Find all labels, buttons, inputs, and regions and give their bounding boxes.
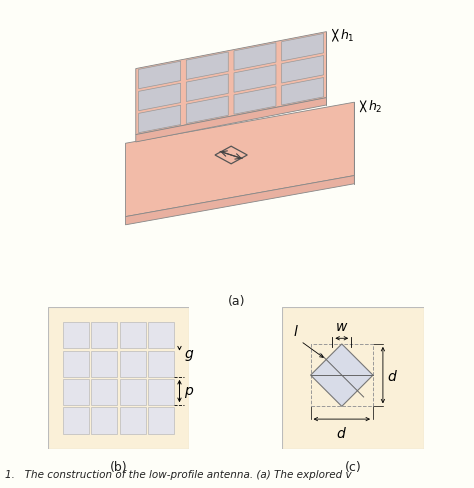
Bar	[148, 407, 174, 434]
Polygon shape	[310, 344, 373, 407]
Text: 1.   The construction of the low-profile antenna. (a) The explored v: 1. The construction of the low-profile a…	[5, 469, 351, 479]
Polygon shape	[136, 99, 327, 142]
Polygon shape	[126, 103, 355, 217]
Polygon shape	[282, 79, 324, 106]
Bar	[63, 379, 89, 406]
Polygon shape	[138, 106, 181, 133]
Polygon shape	[136, 33, 327, 135]
Text: (c): (c)	[345, 460, 362, 473]
Text: $g$: $g$	[184, 347, 194, 362]
Polygon shape	[234, 65, 276, 93]
Bar	[310, 344, 373, 407]
Text: $d$: $d$	[387, 368, 398, 383]
Text: $h_1$: $h_1$	[340, 28, 355, 44]
Polygon shape	[234, 43, 276, 71]
Text: $l$: $l$	[293, 324, 299, 339]
Bar	[148, 351, 174, 377]
Bar	[119, 351, 146, 377]
Polygon shape	[138, 62, 181, 89]
Text: $w$: $w$	[335, 320, 348, 334]
Text: $d$: $d$	[337, 425, 347, 440]
Polygon shape	[215, 147, 247, 164]
Bar	[119, 407, 146, 434]
Bar	[91, 351, 118, 377]
Text: (a): (a)	[228, 294, 246, 307]
Polygon shape	[234, 87, 276, 115]
Bar	[63, 323, 89, 349]
Bar	[119, 323, 146, 349]
Text: $h_2$: $h_2$	[367, 99, 382, 115]
Bar	[63, 407, 89, 434]
Bar	[148, 323, 174, 349]
Polygon shape	[138, 84, 181, 111]
Bar	[91, 407, 118, 434]
Polygon shape	[186, 53, 228, 81]
Polygon shape	[186, 75, 228, 102]
Polygon shape	[282, 57, 324, 84]
Bar	[91, 323, 118, 349]
Polygon shape	[282, 35, 324, 62]
Polygon shape	[126, 176, 355, 225]
Polygon shape	[186, 97, 228, 124]
Bar	[119, 379, 146, 406]
Text: $p$: $p$	[184, 384, 194, 399]
Bar	[63, 351, 89, 377]
Bar	[91, 379, 118, 406]
Bar	[148, 379, 174, 406]
Text: (b): (b)	[109, 460, 128, 473]
